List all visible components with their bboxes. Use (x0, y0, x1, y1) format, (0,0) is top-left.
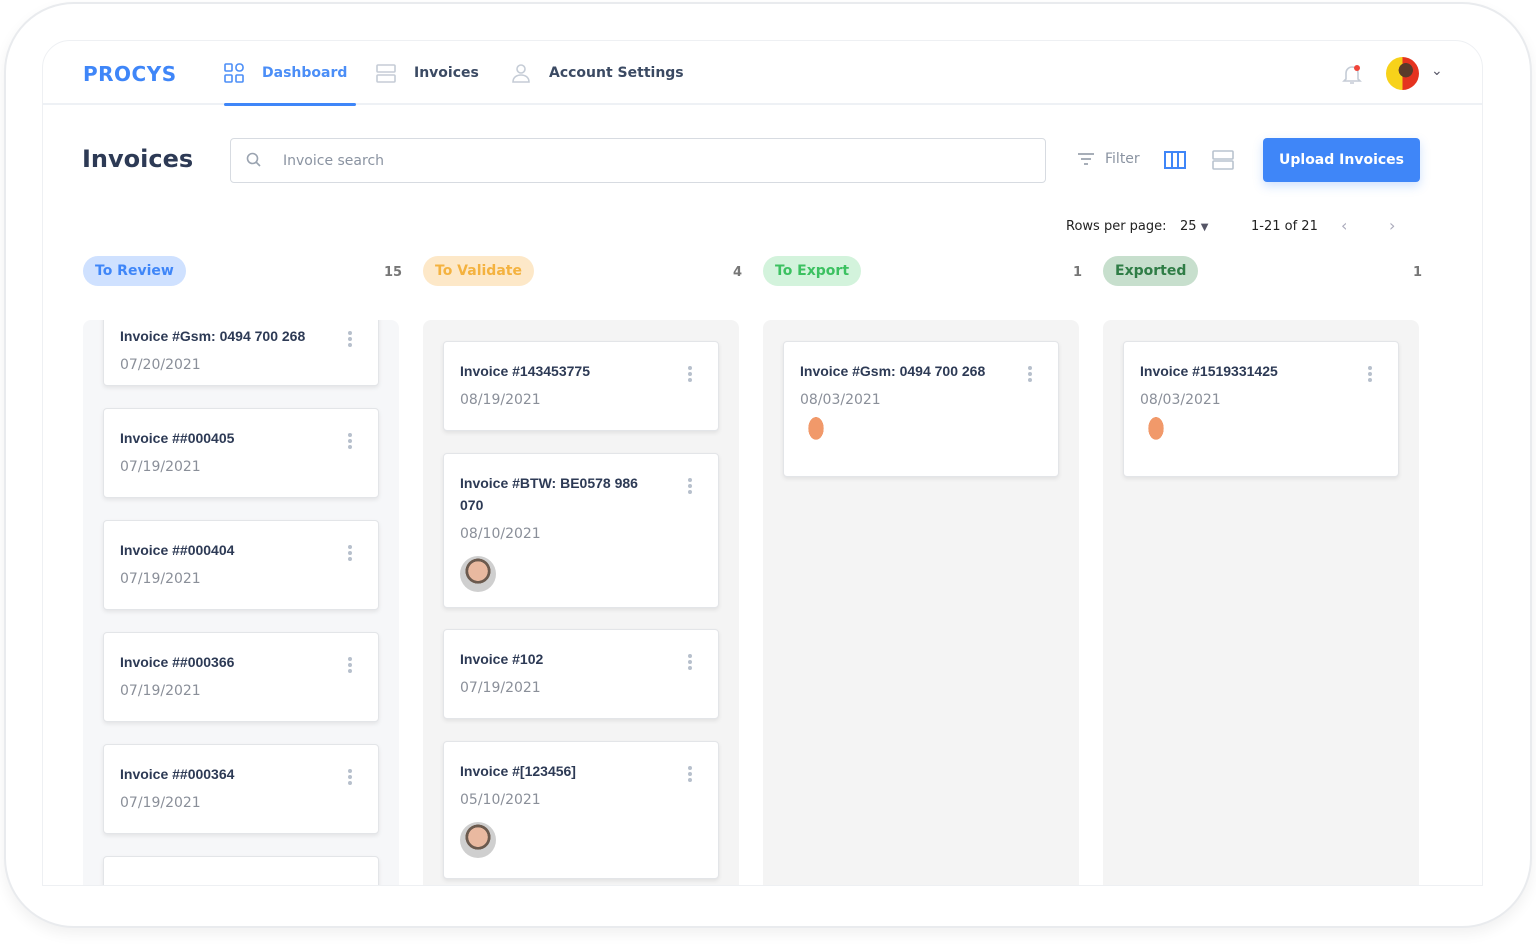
search-icon (246, 152, 261, 167)
column-count: 1 (1073, 265, 1083, 280)
column-status-badge: Exported (1103, 256, 1199, 286)
search-input[interactable] (283, 139, 1023, 182)
top-nav: PROCYS Dashboard Invoices Account Settin… (43, 41, 1482, 106)
column-exported: Invoice #1519331425 08/03/2021 (1103, 320, 1419, 885)
column-count: 15 (384, 265, 403, 280)
invoice-title: Invoice #1519331425 (1140, 363, 1278, 379)
invoice-date: 07/19/2021 (460, 680, 541, 696)
invoice-date: 07/19/2021 (120, 795, 201, 811)
upload-invoices-button[interactable]: Upload Invoices (1263, 138, 1420, 182)
invoice-card[interactable]: Invoice #102 07/19/2021 (443, 629, 719, 719)
invoice-title: Invoice ##000404 (120, 542, 235, 558)
more-options-icon[interactable] (348, 657, 352, 675)
filter-icon (1078, 153, 1094, 165)
invoice-card[interactable]: Invoice #[123456] 05/10/2021 (443, 741, 719, 879)
prev-page-icon[interactable]: ‹ (1341, 216, 1348, 235)
nav-label: Dashboard (262, 65, 348, 81)
invoice-date: 07/19/2021 (120, 683, 201, 699)
kanban-view-icon[interactable] (1164, 150, 1186, 170)
more-options-icon[interactable] (348, 545, 352, 563)
invoice-card[interactable]: Invoice #Gsm: 0494 700 268 07/20/2021 (103, 320, 379, 386)
assignee-avatar (1144, 414, 1168, 446)
next-page-icon[interactable]: › (1389, 216, 1396, 235)
invoice-title: Invoice #Gsm: 0494 700 268 (800, 363, 986, 379)
invoice-card[interactable] (103, 856, 379, 885)
invoice-card[interactable]: Invoice #BTW: BE0578 986 070 08/10/2021 (443, 453, 719, 608)
invoice-date: 07/20/2021 (120, 357, 201, 373)
column-to-validate: Invoice #143453775 08/19/2021 Invoice #B… (423, 320, 739, 885)
invoice-card[interactable]: Invoice #1519331425 08/03/2021 (1123, 341, 1399, 477)
more-options-icon[interactable] (688, 366, 692, 384)
invoice-title: Invoice ##000366 (120, 654, 235, 670)
invoice-card[interactable]: Invoice ##000366 07/19/2021 (103, 632, 379, 722)
more-options-icon[interactable] (348, 433, 352, 451)
rows-per-page-select[interactable]: 25 ▼ (1180, 219, 1208, 234)
column-status-badge: To Review (83, 256, 186, 286)
chevron-down-icon[interactable]: ⌄ (1431, 63, 1443, 79)
rows-per-page-label: Rows per page: (1066, 219, 1167, 234)
invoice-card[interactable]: Invoice ##000405 07/19/2021 (103, 408, 379, 498)
column-status-badge: To Export (763, 256, 862, 286)
more-options-icon[interactable] (688, 766, 692, 784)
invoice-date: 07/19/2021 (120, 459, 201, 475)
more-options-icon[interactable] (348, 331, 352, 349)
nav-account-settings[interactable]: Account Settings (511, 41, 684, 105)
invoice-card[interactable]: Invoice #Gsm: 0494 700 268 08/03/2021 (783, 341, 1059, 477)
logo[interactable]: PROCYS (83, 62, 177, 86)
invoice-title: Invoice #BTW: BE0578 986 070 (460, 475, 638, 513)
assignee-avatar (460, 556, 496, 592)
filter-button[interactable]: Filter (1077, 151, 1140, 167)
filter-label: Filter (1105, 151, 1140, 167)
nav-dashboard[interactable]: Dashboard (224, 41, 356, 106)
user-icon (512, 64, 530, 83)
nav-invoices[interactable]: Invoices (376, 41, 479, 105)
more-options-icon[interactable] (688, 478, 692, 496)
app-window: PROCYS Dashboard Invoices Account Settin… (42, 40, 1483, 886)
invoice-date: 08/03/2021 (800, 392, 881, 408)
invoice-title: Invoice #143453775 (460, 363, 590, 379)
user-avatar[interactable] (1386, 57, 1419, 90)
invoice-title: Invoice #[123456] (460, 763, 576, 779)
invoice-date: 08/19/2021 (460, 392, 541, 408)
assignee-avatar (460, 822, 496, 858)
active-underline (224, 103, 356, 106)
bell-icon[interactable] (1341, 63, 1363, 85)
more-options-icon[interactable] (688, 654, 692, 672)
invoice-search[interactable] (230, 138, 1046, 183)
caret-down-icon: ▼ (1200, 222, 1209, 233)
more-options-icon[interactable] (348, 769, 352, 787)
invoice-title: Invoice ##000405 (120, 430, 235, 446)
invoice-card[interactable]: Invoice ##000364 07/19/2021 (103, 744, 379, 834)
invoice-card[interactable]: Invoice ##000404 07/19/2021 (103, 520, 379, 610)
rows-value: 25 (1180, 219, 1197, 234)
list-view-icon[interactable] (1212, 150, 1234, 170)
invoice-title: Invoice #102 (460, 651, 544, 667)
invoice-date: 05/10/2021 (460, 792, 541, 808)
invoice-title: Invoice ##000364 (120, 766, 235, 782)
assignee-avatar (804, 414, 828, 446)
invoice-date: 08/10/2021 (460, 526, 541, 542)
page-title: Invoices (82, 145, 194, 173)
invoices-icon (376, 64, 396, 83)
invoice-date: 08/03/2021 (1140, 392, 1221, 408)
invoice-card[interactable]: Invoice #143453775 08/19/2021 (443, 341, 719, 431)
page-range: 1-21 of 21 (1251, 219, 1318, 234)
column-to-review: Invoice #Gsm: 0494 700 268 07/20/2021 In… (83, 320, 399, 885)
nav-label: Invoices (414, 65, 479, 81)
invoice-date: 07/19/2021 (120, 571, 201, 587)
dashboard-icon (224, 63, 244, 83)
column-count: 1 (1413, 265, 1423, 280)
column-count: 4 (733, 265, 743, 280)
nav-label: Account Settings (549, 65, 684, 81)
more-options-icon[interactable] (1368, 366, 1372, 384)
column-status-badge: To Validate (423, 256, 534, 286)
invoice-title: Invoice #Gsm: 0494 700 268 (120, 328, 306, 344)
more-options-icon[interactable] (1028, 366, 1032, 384)
column-to-export: Invoice #Gsm: 0494 700 268 08/03/2021 (763, 320, 1079, 885)
